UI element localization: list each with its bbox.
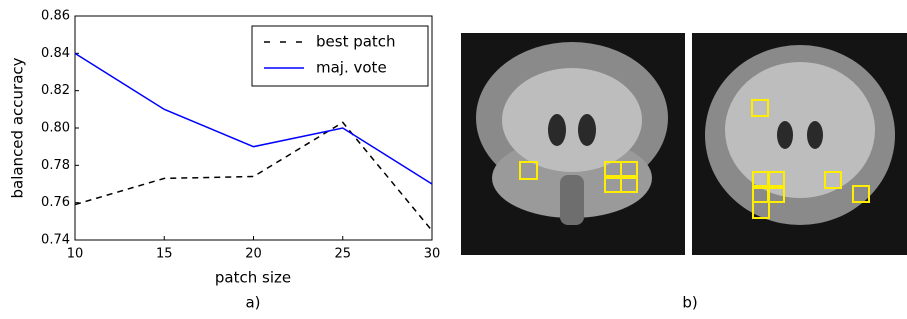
y-tick-label: 0.84: [41, 46, 70, 61]
data-line: [75, 122, 432, 230]
figure: patch size balanced accuracy a) b) 0.74 0…: [0, 0, 907, 319]
x-tick-label: 30: [424, 247, 441, 262]
x-tick-label: 10: [67, 247, 84, 262]
x-axis-label: patch size: [215, 269, 291, 287]
y-tick-label: 0.78: [41, 158, 70, 173]
x-tick-label: 15: [156, 247, 173, 262]
y-tick-label: 0.80: [41, 121, 70, 136]
y-tick-label: 0.82: [41, 83, 70, 98]
y-axis-label: balanced accuracy: [9, 57, 27, 198]
y-tick-label: 0.74: [41, 233, 70, 248]
legend-label: maj. vote: [316, 59, 387, 77]
x-tick-label: 20: [245, 247, 262, 262]
panel-label: b): [682, 294, 697, 312]
mri-image-left: [461, 33, 685, 255]
y-tick-label: 0.86: [41, 9, 70, 24]
panel-label: a): [245, 294, 260, 312]
y-tick-label: 0.76: [41, 195, 70, 210]
mri-image-right: [692, 33, 907, 255]
legend-label: best patch: [316, 33, 396, 51]
x-tick-label: 25: [334, 247, 351, 262]
